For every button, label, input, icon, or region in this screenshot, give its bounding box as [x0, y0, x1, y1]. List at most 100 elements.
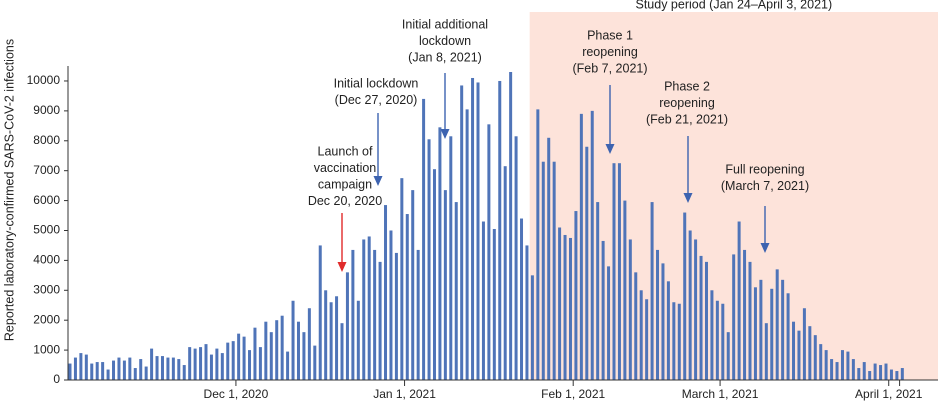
bar — [443, 190, 447, 380]
bar — [226, 342, 230, 380]
bar — [160, 356, 164, 380]
bar — [487, 124, 491, 380]
bar — [476, 82, 480, 381]
bar — [726, 332, 730, 380]
bar — [79, 353, 83, 380]
x-tick-label: April 1, 2021 — [855, 387, 923, 401]
bar — [139, 359, 143, 380]
y-tick-label: 10000 — [27, 73, 61, 87]
bar — [819, 344, 823, 380]
bar — [568, 237, 572, 380]
bar — [253, 327, 257, 380]
bar — [737, 221, 741, 380]
y-tick-label: 7000 — [33, 163, 60, 177]
bar — [688, 230, 692, 380]
bar — [514, 136, 518, 380]
bar — [715, 300, 719, 380]
annotation-text: Phase 1 — [587, 28, 633, 42]
bar — [590, 110, 594, 381]
annotation-text: vaccination — [314, 161, 377, 175]
bar — [596, 202, 600, 380]
bar — [792, 321, 796, 380]
x-tick-label: Feb 1, 2021 — [541, 387, 605, 401]
bar — [155, 356, 159, 380]
bar — [797, 330, 801, 380]
bar — [335, 296, 339, 380]
bar — [732, 254, 736, 380]
bar — [492, 228, 496, 380]
annotation-text: Phase 2 — [664, 79, 710, 93]
bar — [128, 357, 132, 380]
bar — [840, 350, 844, 380]
bar — [90, 363, 94, 380]
bar — [525, 245, 529, 380]
annotation-text: reopening — [659, 96, 715, 110]
bar — [106, 369, 110, 380]
bar — [166, 357, 170, 380]
bar — [775, 269, 779, 380]
bar — [650, 202, 654, 380]
bar — [672, 302, 676, 380]
x-tick-label: March 1, 2021 — [682, 387, 759, 401]
bar — [367, 236, 371, 380]
x-tick-label: Jan 1, 2021 — [373, 387, 436, 401]
bar — [503, 166, 507, 380]
annotation-arrowhead — [760, 243, 770, 253]
bar — [623, 200, 627, 380]
bar — [699, 255, 703, 380]
bar — [215, 348, 219, 380]
y-tick-label: 9000 — [33, 103, 60, 117]
bar — [607, 266, 611, 380]
bar — [509, 72, 513, 380]
bar — [356, 300, 360, 380]
bar — [879, 365, 883, 380]
bar — [884, 363, 888, 380]
annotation-text: (Dec 27, 2020) — [335, 93, 418, 107]
bar — [329, 302, 333, 380]
bar — [634, 272, 638, 380]
bar — [541, 161, 545, 380]
annotation-arrowhead — [373, 176, 383, 186]
y-tick-label: 4000 — [33, 253, 60, 267]
bar — [781, 279, 785, 380]
bar — [851, 359, 855, 380]
x-tick-label: Dec 1, 2020 — [204, 387, 269, 401]
bar — [280, 315, 284, 380]
bar — [95, 362, 99, 380]
y-tick-label: 8000 — [33, 133, 60, 147]
bar — [182, 365, 186, 380]
bar — [405, 214, 409, 380]
bar — [150, 348, 154, 380]
y-tick-label: 0 — [53, 372, 60, 386]
bar — [384, 205, 388, 380]
bar — [683, 212, 687, 380]
bar — [552, 161, 556, 380]
bar — [748, 261, 752, 380]
annotation-text: campaign — [318, 177, 372, 191]
bar — [171, 357, 175, 380]
annotation-text: Launch of — [318, 144, 373, 158]
bar — [264, 321, 268, 380]
y-axis-label: Reported laboratory-confirmed SARS-CoV-2… — [2, 39, 16, 341]
annotation-arrowhead — [337, 262, 347, 272]
bar — [373, 249, 377, 380]
bar — [530, 275, 534, 380]
bar — [133, 368, 137, 380]
y-tick-label: 5000 — [33, 223, 60, 237]
bar — [389, 230, 393, 380]
bar — [199, 347, 203, 380]
study-period-label: Study period (Jan 24–April 3, 2021) — [636, 0, 833, 11]
bar — [520, 218, 524, 380]
bar — [563, 234, 567, 380]
bar — [84, 354, 88, 380]
y-tick-label: 6000 — [33, 193, 60, 207]
annotation-text: Initial additional — [402, 17, 488, 31]
bar — [351, 249, 355, 380]
bar — [628, 239, 632, 380]
bar — [895, 371, 899, 380]
bar — [498, 80, 502, 380]
bar — [204, 344, 208, 380]
bar — [449, 136, 453, 380]
bar — [286, 351, 290, 380]
bar — [481, 221, 485, 380]
